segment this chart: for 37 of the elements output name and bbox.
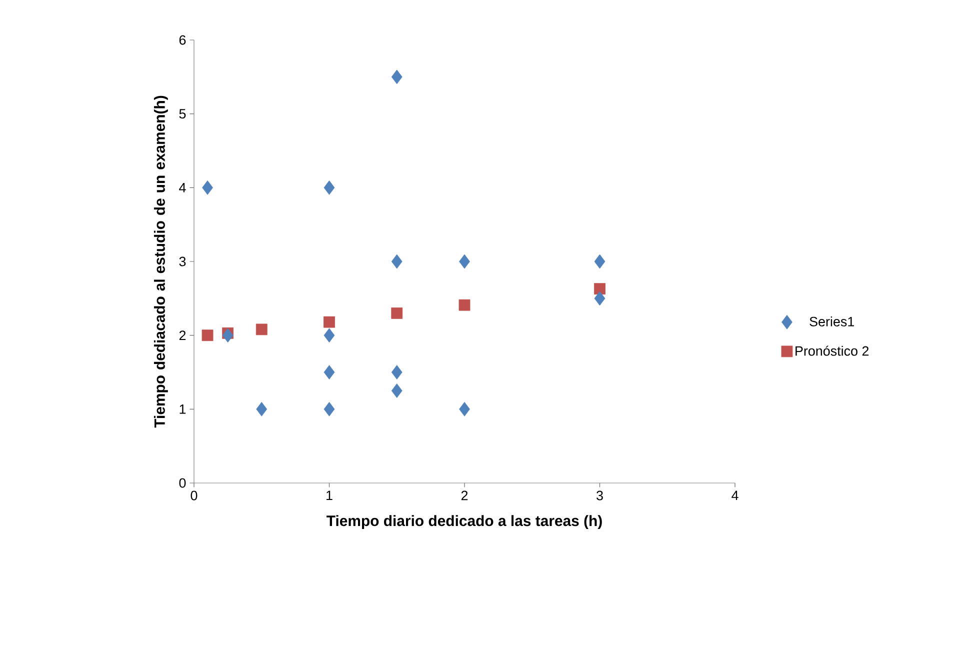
y-axis-title: Tiempo dediacado al estudio de un examen(h) [154, 96, 168, 428]
point [324, 365, 335, 380]
point [202, 330, 214, 342]
point [391, 254, 402, 269]
legend-label: Pronóstico 2 [796, 346, 869, 356]
legend-label: Series1 [810, 316, 854, 326]
y-tick-label: 1 [180, 404, 186, 414]
point [459, 254, 470, 269]
point [202, 180, 213, 195]
point [391, 384, 402, 398]
y-tick-label: 4 [179, 183, 186, 192]
x-tick-label: 2 [461, 490, 468, 500]
x-tick-label: 0 [190, 490, 198, 500]
point [324, 402, 335, 416]
x-tick-label: 1 [326, 490, 332, 500]
point [458, 299, 470, 311]
y-tick-label: 5 [179, 109, 186, 119]
y-tick-label: 0 [179, 478, 186, 488]
point [391, 307, 403, 319]
y-tick-label: 2 [179, 330, 186, 340]
point [324, 180, 335, 195]
y-tick-label: 6 [179, 35, 186, 45]
point [222, 328, 234, 343]
point [391, 70, 402, 84]
point [594, 254, 606, 269]
point [324, 328, 335, 343]
y-tick-label: 3 [179, 256, 186, 266]
point [324, 316, 335, 328]
x-axis-title: Tiempo diario dedicado a las tareas (h) [326, 515, 602, 530]
point [391, 365, 402, 380]
point [256, 324, 268, 336]
x-tick-label: 3 [596, 490, 603, 500]
point [459, 402, 470, 416]
point [256, 402, 268, 416]
point [594, 283, 606, 295]
point [594, 291, 606, 306]
x-tick-label: 4 [732, 490, 738, 500]
